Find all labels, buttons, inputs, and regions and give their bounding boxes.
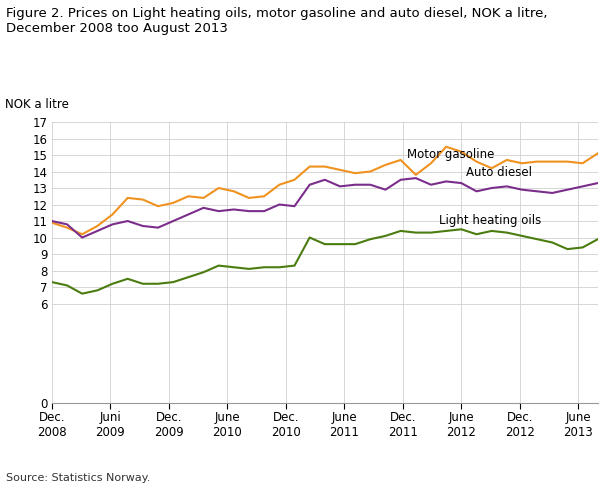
Text: Source: Statistics Norway.: Source: Statistics Norway. [6, 473, 151, 483]
Text: Figure 2. Prices on Light heating oils, motor gasoline and auto diesel, NOK a li: Figure 2. Prices on Light heating oils, … [6, 7, 548, 20]
Text: December 2008 too August 2013: December 2008 too August 2013 [6, 22, 228, 35]
Text: Light heating oils: Light heating oils [439, 214, 541, 227]
Text: NOK a litre: NOK a litre [5, 98, 70, 111]
Text: Auto diesel: Auto diesel [466, 166, 532, 180]
Text: Motor gasoline: Motor gasoline [407, 148, 495, 162]
